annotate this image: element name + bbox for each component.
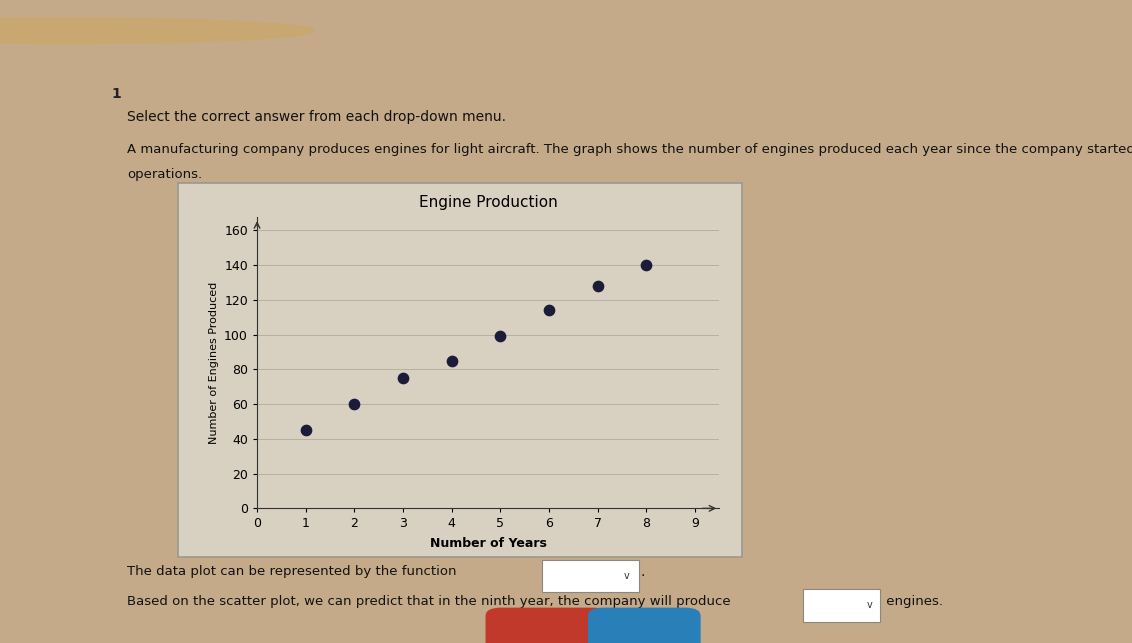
FancyBboxPatch shape <box>486 608 609 643</box>
Point <box>491 331 509 341</box>
Point <box>394 373 412 383</box>
Point <box>540 305 558 316</box>
Text: operations.: operations. <box>127 168 203 181</box>
Text: .: . <box>641 565 644 579</box>
Text: Post Test: Relating Data Sets: Post Test: Relating Data Sets <box>85 23 306 39</box>
Point <box>297 425 315 435</box>
FancyBboxPatch shape <box>588 608 701 643</box>
Text: A manufacturing company produces engines for light aircraft. The graph shows the: A manufacturing company produces engines… <box>127 143 1132 156</box>
Text: Next: Next <box>631 628 658 640</box>
Circle shape <box>0 18 314 44</box>
X-axis label: Number of Years: Number of Years <box>430 538 547 550</box>
Text: Based on the scatter plot, we can predict that in the ninth year, the company wi: Based on the scatter plot, we can predic… <box>127 595 735 608</box>
FancyBboxPatch shape <box>542 560 640 592</box>
Text: The data plot can be represented by the function: The data plot can be represented by the … <box>127 565 461 579</box>
Text: Next: Next <box>20 24 50 37</box>
Text: Select the correct answer from each drop-down menu.: Select the correct answer from each drop… <box>127 110 506 123</box>
Text: 1: 1 <box>112 87 121 101</box>
Text: Reset: Reset <box>531 628 564 640</box>
Title: Engine Production: Engine Production <box>419 195 557 210</box>
FancyBboxPatch shape <box>178 183 741 557</box>
Text: v: v <box>867 601 873 610</box>
Point <box>345 399 363 410</box>
Point <box>637 260 655 270</box>
Point <box>443 356 461 366</box>
Point <box>589 281 607 291</box>
Text: engines.: engines. <box>882 595 943 608</box>
Text: v: v <box>624 571 629 581</box>
FancyBboxPatch shape <box>803 589 880 622</box>
Y-axis label: Number of Engines Produced: Number of Engines Produced <box>208 282 218 444</box>
